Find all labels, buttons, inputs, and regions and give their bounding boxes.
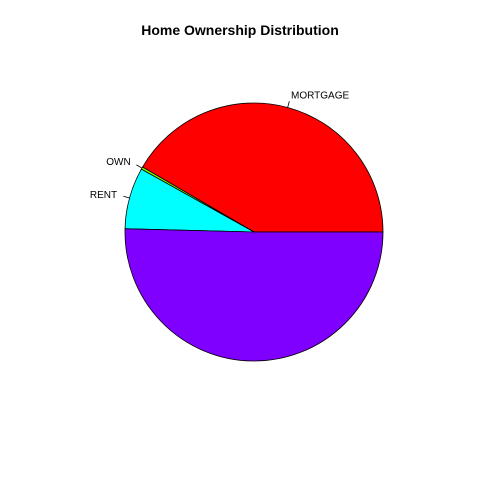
pie-label-leader [287,101,290,108]
pie-label: RENT [90,190,117,201]
pie-label: MORTGAGE [291,91,349,102]
pie-slice-unlabeled [124,228,384,362]
pie-label: OWN [106,157,130,168]
pie-label-leader [123,195,130,199]
pie-slice-mortgage [142,102,384,233]
chart-title: Home Ownership Distribution [141,22,339,38]
pie-label-leader [136,164,143,169]
